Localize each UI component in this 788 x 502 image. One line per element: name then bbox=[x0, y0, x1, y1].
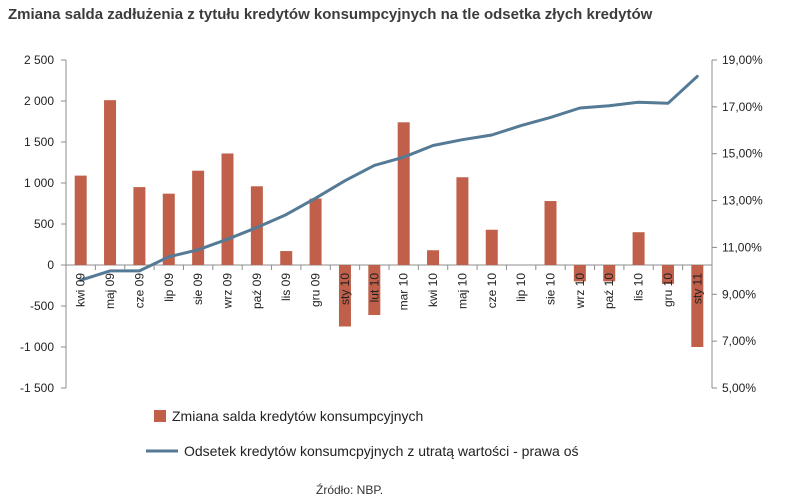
legend-bar-swatch bbox=[154, 410, 166, 422]
bar-11 bbox=[397, 122, 410, 265]
category-label: paź 09 bbox=[250, 273, 264, 309]
bar-3 bbox=[162, 193, 175, 265]
category-label: maj 10 bbox=[455, 273, 469, 309]
category-label: lip 10 bbox=[514, 273, 528, 302]
category-label: cze 10 bbox=[485, 273, 499, 309]
bar-0 bbox=[74, 175, 87, 265]
right-tick-label: 5,00% bbox=[722, 381, 756, 395]
left-tick-label: 1 000 bbox=[24, 176, 54, 190]
bar-14 bbox=[485, 229, 498, 265]
category-label: sty 11 bbox=[690, 273, 704, 304]
source-note: Źródło: NBP. bbox=[316, 482, 383, 497]
bar-12 bbox=[427, 250, 440, 265]
category-label: gru 09 bbox=[309, 273, 323, 307]
bar-21 bbox=[691, 265, 704, 347]
right-tick-label: 13,00% bbox=[722, 194, 763, 208]
category-label: lut 10 bbox=[367, 273, 381, 303]
category-label: kwi 09 bbox=[74, 273, 88, 307]
left-tick-label: 0 bbox=[47, 258, 54, 272]
bar-13 bbox=[456, 177, 469, 265]
left-tick-label: -1 500 bbox=[20, 381, 54, 395]
bar-16 bbox=[544, 201, 557, 265]
bar-7 bbox=[280, 251, 293, 265]
category-label: sty 10 bbox=[338, 273, 352, 305]
right-tick-label: 11,00% bbox=[722, 240, 762, 254]
right-tick-label: 19,00% bbox=[722, 53, 763, 67]
bar-20 bbox=[661, 265, 674, 284]
category-label: sie 09 bbox=[191, 273, 205, 305]
bar-4 bbox=[192, 170, 205, 265]
right-tick-label: 7,00% bbox=[722, 334, 756, 348]
bar-5 bbox=[221, 153, 234, 265]
bar-17 bbox=[573, 265, 586, 282]
category-label: sie 10 bbox=[544, 273, 558, 305]
category-label: maj 09 bbox=[103, 273, 117, 309]
bar-8 bbox=[309, 198, 322, 265]
bar-19 bbox=[632, 232, 645, 265]
category-label: lis 10 bbox=[632, 273, 646, 301]
category-label: kwi 10 bbox=[426, 273, 440, 307]
left-tick-label: 2 000 bbox=[24, 94, 54, 108]
category-label: lis 09 bbox=[279, 273, 293, 301]
left-tick-label: 1 500 bbox=[24, 135, 54, 149]
left-tick-label: -500 bbox=[30, 299, 54, 313]
left-tick-label: -1 000 bbox=[20, 340, 54, 354]
bar-2 bbox=[133, 187, 146, 265]
bar-6 bbox=[250, 186, 263, 265]
chart-title: Zmiana salda zadłużenia z tytułu kredytó… bbox=[8, 6, 653, 23]
category-label: wrz 10 bbox=[573, 273, 587, 310]
bar-9 bbox=[338, 265, 351, 327]
right-tick-label: 17,00% bbox=[722, 100, 763, 114]
category-label: mar 10 bbox=[397, 273, 411, 311]
legend-line-label: Odsetek kredytów konsumcpyjnych z utratą… bbox=[184, 443, 579, 459]
bar-1 bbox=[104, 100, 117, 266]
category-label: gru 10 bbox=[661, 273, 675, 307]
category-label: cze 09 bbox=[132, 273, 146, 309]
left-tick-label: 2 500 bbox=[24, 53, 54, 67]
line-series bbox=[79, 74, 699, 282]
bar-10 bbox=[368, 265, 381, 316]
category-label: paź 10 bbox=[602, 273, 616, 309]
left-tick-label: 500 bbox=[34, 217, 54, 231]
right-tick-label: 15,00% bbox=[722, 147, 763, 161]
right-tick-label: 9,00% bbox=[722, 287, 756, 301]
category-label: wrz 09 bbox=[221, 273, 235, 310]
bar-18 bbox=[603, 265, 616, 282]
legend-bar-label: Zmiana salda kredytów konsumpcyjnych bbox=[172, 408, 423, 424]
category-label: lip 09 bbox=[162, 273, 176, 302]
